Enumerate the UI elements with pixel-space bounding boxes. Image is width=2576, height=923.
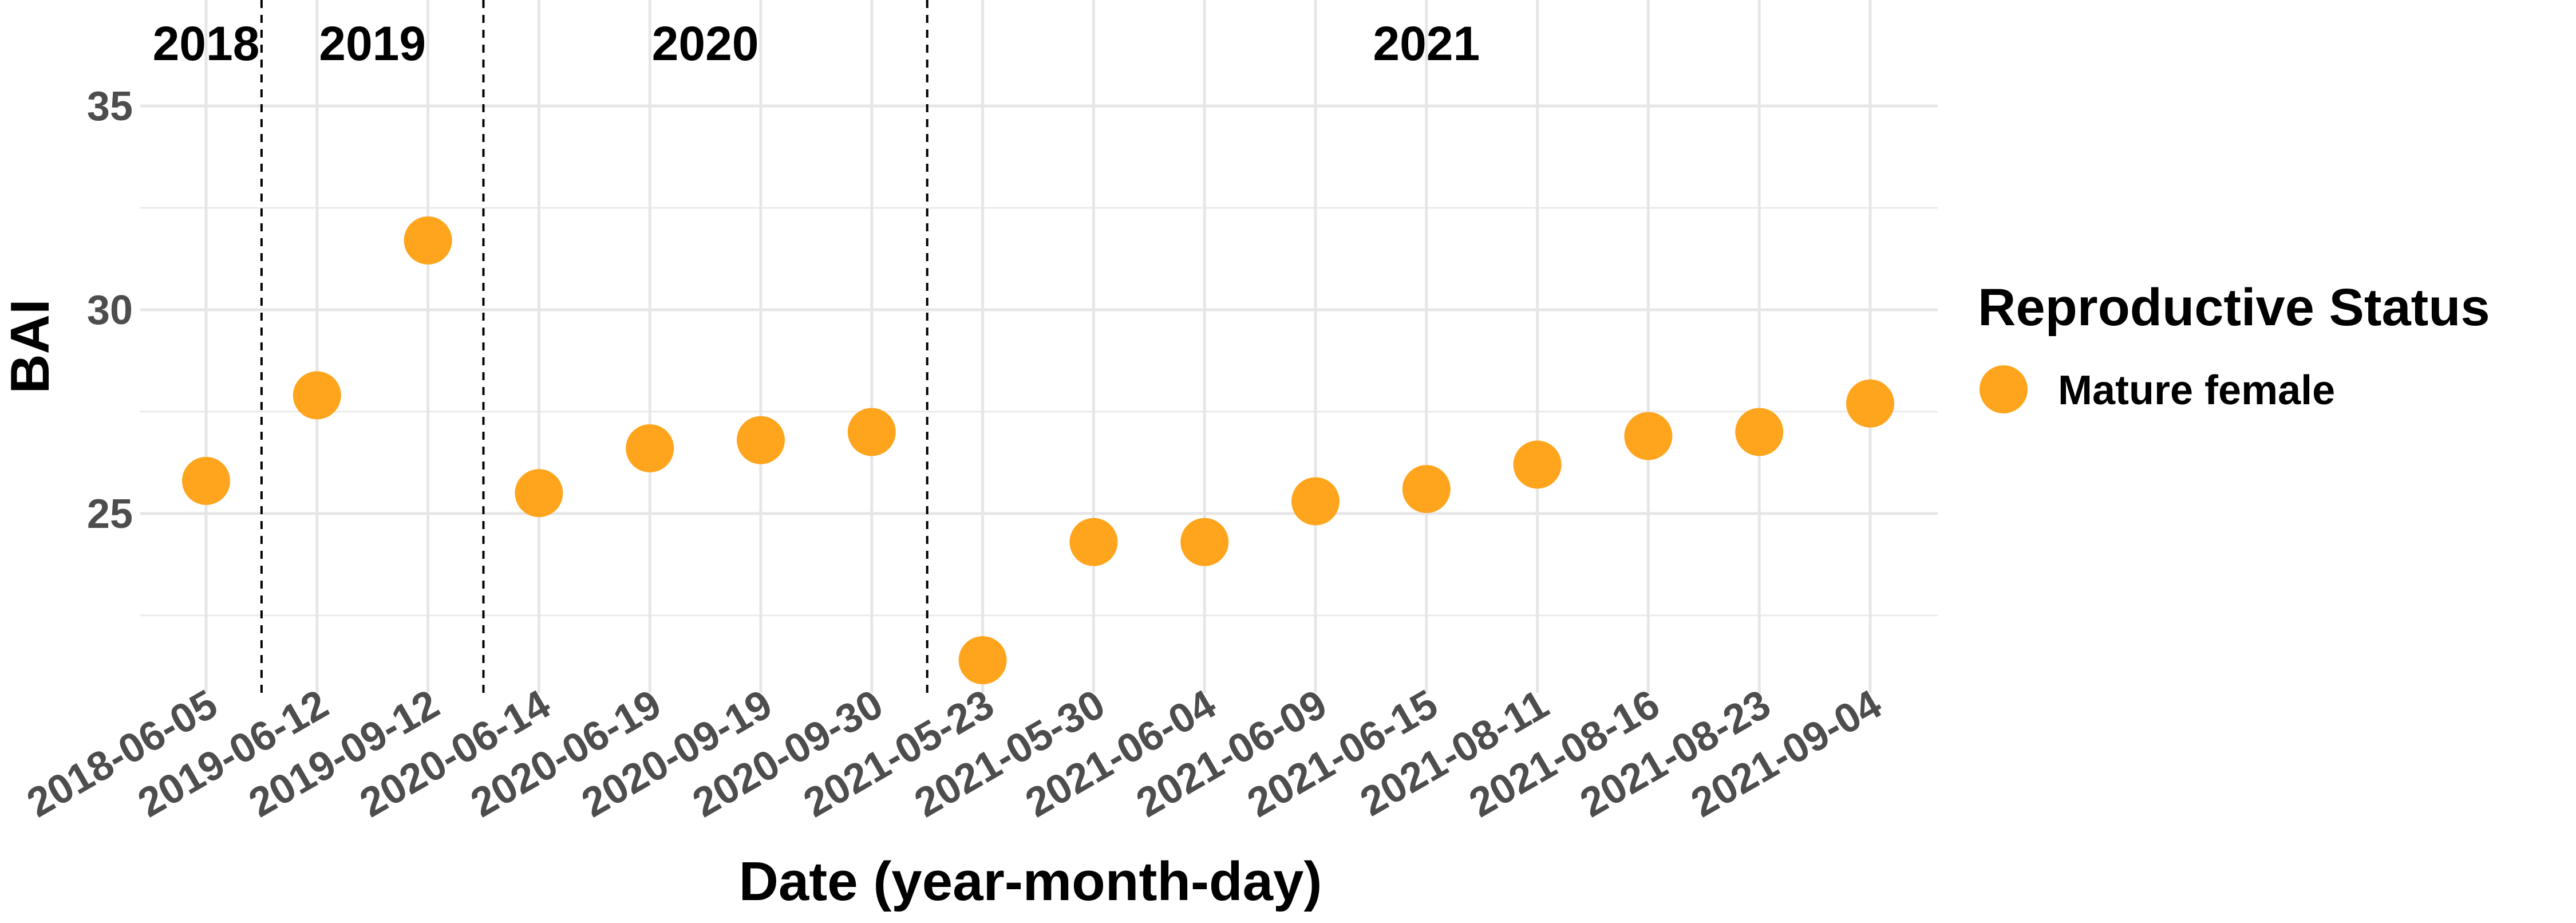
data-point	[737, 416, 785, 464]
data-point	[404, 216, 452, 265]
legend: Reproductive Status Mature female	[1978, 278, 2490, 413]
data-point	[626, 424, 674, 472]
legend-label-mature-female: Mature female	[2058, 368, 2335, 413]
data-point	[1069, 518, 1118, 566]
legend-title: Reproductive Status	[1978, 278, 2490, 337]
year-labels: 2018 2019 2020 2021	[153, 17, 1480, 70]
x-axis-ticks: 2018-06-052019-06-122019-09-122020-06-14…	[19, 681, 1889, 826]
legend-marker-mature-female	[1980, 365, 2028, 413]
data-point	[1291, 477, 1340, 526]
year-label: 2021	[1373, 17, 1480, 70]
data-point	[847, 408, 896, 456]
data-point	[515, 469, 563, 518]
y-tick-label: 30	[87, 287, 133, 333]
y-tick-label: 25	[87, 491, 133, 537]
y-tick-label: 35	[87, 84, 133, 129]
year-label: 2018	[153, 17, 260, 70]
x-axis-title: Date (year-month-day)	[739, 851, 1322, 912]
y-axis-ticks: 25 30 35	[87, 84, 133, 537]
data-points	[182, 216, 1894, 685]
year-label: 2019	[319, 17, 426, 70]
data-point	[293, 371, 341, 420]
data-point	[1402, 465, 1451, 514]
data-point	[1180, 518, 1229, 566]
data-point	[1513, 440, 1562, 489]
year-dividers	[260, 0, 929, 693]
data-point	[1624, 412, 1673, 460]
data-point	[182, 456, 230, 505]
data-point	[1735, 408, 1784, 456]
data-point	[958, 636, 1007, 685]
year-label: 2020	[652, 17, 759, 70]
grid-lines	[140, 0, 1938, 693]
data-point	[1846, 379, 1894, 428]
y-axis-title: BAI	[0, 299, 61, 393]
